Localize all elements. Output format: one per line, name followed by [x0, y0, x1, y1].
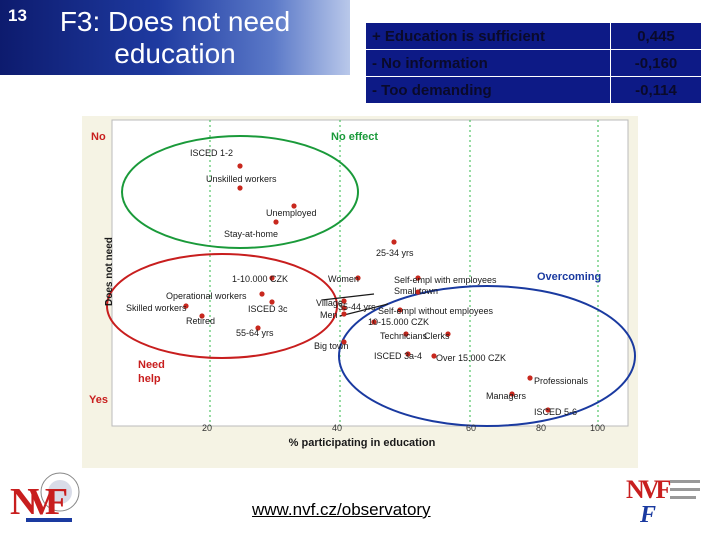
- region-label-overcoming: Overcoming: [537, 271, 601, 283]
- point-label: Retired: [186, 316, 215, 326]
- point-label: 55-64 yrs: [236, 328, 274, 338]
- point-label: Self-empl with employees: [394, 275, 497, 285]
- data-point: [341, 305, 347, 311]
- point-label: 35-44 yrs: [338, 302, 376, 312]
- point-label: Women: [328, 274, 359, 284]
- svg-text:NVF: NVF: [626, 475, 671, 504]
- point-label: Clerks: [424, 331, 450, 341]
- table-row: - No information -0,160: [365, 49, 702, 77]
- data-point: [269, 275, 275, 281]
- x-tick-label: 60: [466, 423, 476, 433]
- nvf-logo-left: NVF: [10, 472, 80, 523]
- chart-frame: ISCED 1-2 Unskilled workers Unemployed Stay…: [82, 116, 638, 468]
- data-point: [273, 219, 279, 225]
- data-point: [403, 331, 409, 337]
- y-axis-label: Does not need: [104, 237, 115, 306]
- point-label: ISCED 3c: [248, 304, 288, 314]
- slide-title: F3: Does not need education: [59, 6, 291, 69]
- point-label: Managers: [486, 391, 527, 401]
- scatter-chart: ISCED 1-2 Unskilled workers Unemployed Stay…: [82, 116, 638, 468]
- region-label-need-help: Need help: [138, 359, 165, 385]
- point-label: ISCED 1-2: [190, 148, 233, 158]
- data-point: [341, 339, 347, 345]
- y-bottom-label: Yes: [89, 394, 108, 406]
- point-label: Big town: [314, 341, 349, 351]
- point-label: Operational workers: [166, 291, 247, 301]
- title-band: 13 F3: Does not need education: [0, 0, 350, 75]
- point-label: 25-34 yrs: [376, 248, 414, 258]
- row-label: - No information: [365, 49, 611, 77]
- data-point: [415, 275, 421, 281]
- svg-text:F: F: [639, 502, 656, 524]
- row-label: - Too demanding: [365, 76, 611, 104]
- y-top-label: No: [91, 131, 106, 143]
- point-label: Unskilled workers: [206, 174, 277, 184]
- point-label: 10-15.000 CZK: [368, 317, 429, 327]
- arrow: [321, 293, 375, 301]
- data-point: [355, 275, 361, 281]
- point-label: ISCED 5-6: [534, 407, 577, 417]
- x-tick-label: 100: [590, 423, 605, 433]
- x-tick-label: 80: [536, 423, 546, 433]
- x-axis-label: % participating in education: [289, 437, 436, 449]
- need-help-region: [106, 253, 338, 359]
- nvf-logo-right: NVF F: [626, 475, 700, 524]
- data-point: [397, 307, 403, 313]
- data-point: [405, 351, 411, 357]
- point-label: Skilled workers: [126, 303, 187, 313]
- data-point: [527, 375, 533, 381]
- point-label: Small town: [394, 286, 438, 296]
- slide-number: 13: [8, 6, 27, 25]
- x-tick-label: 20: [202, 423, 212, 433]
- data-point: [391, 239, 397, 245]
- table-row: - Too demanding -0,114: [365, 76, 702, 104]
- data-point: [237, 163, 243, 169]
- arrow: [339, 303, 389, 317]
- row-label: + Education is sufficient: [365, 22, 611, 50]
- table-row: + Education is sufficient 0,445: [365, 22, 702, 50]
- data-point: [183, 303, 189, 309]
- data-point: [371, 319, 377, 325]
- point-label: Technicians: [380, 331, 428, 341]
- data-point: [341, 311, 347, 317]
- data-point: [269, 299, 275, 305]
- point-label: Over 15.000 CZK: [436, 353, 506, 363]
- data-point: [445, 331, 451, 337]
- footer-link[interactable]: www.nvf.cz/observatory: [252, 500, 431, 519]
- data-point: [291, 203, 297, 209]
- coefficient-table: + Education is sufficient 0,445 - No inf…: [365, 22, 702, 104]
- x-tick-label: 40: [332, 423, 342, 433]
- point-label: Unemployed: [266, 208, 317, 218]
- row-value: -0,114: [610, 76, 702, 104]
- data-point: [259, 291, 265, 297]
- data-point: [431, 353, 437, 359]
- no-effect-region: [121, 135, 359, 249]
- data-point: [509, 391, 515, 397]
- overcoming-region: [338, 285, 636, 427]
- point-label: Stay-at-home: [224, 229, 278, 239]
- point-label: ISCED 3a-4: [374, 351, 422, 361]
- row-value: 0,445: [610, 22, 702, 50]
- data-point: [341, 298, 347, 304]
- row-value: -0,160: [610, 49, 702, 77]
- region-label-no-effect: No effect: [331, 131, 378, 143]
- point-label: Village: [316, 298, 343, 308]
- point-label: Men: [320, 310, 338, 320]
- data-point: [237, 185, 243, 191]
- point-label: 1-10.000 CZK: [232, 274, 288, 284]
- data-point: [545, 407, 551, 413]
- point-label: Self-empl without employees: [378, 306, 494, 316]
- data-point: [255, 325, 261, 331]
- data-point: [415, 289, 421, 295]
- data-point: [199, 313, 205, 319]
- point-label: Professionals: [534, 376, 589, 386]
